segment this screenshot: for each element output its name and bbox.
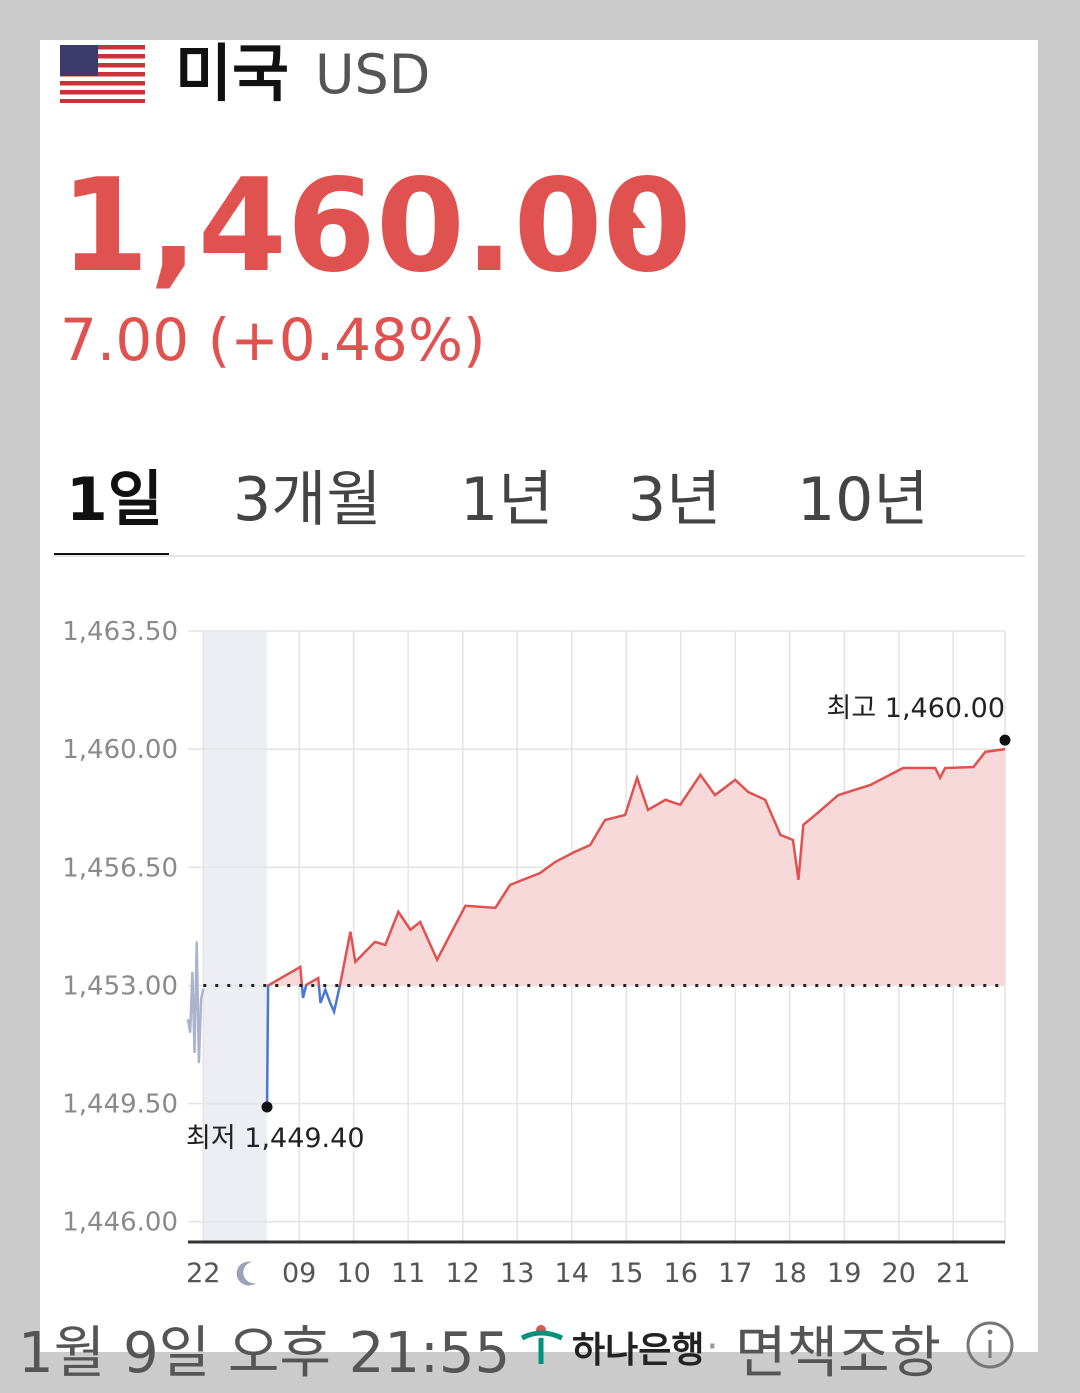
currency-code: USD <box>315 43 430 106</box>
x-tick-label: 21 <box>936 1258 970 1289</box>
high-point <box>999 734 1011 746</box>
price-change: 7.00 (+0.48%) <box>60 306 486 374</box>
x-tick-label: 17 <box>718 1258 752 1289</box>
x-tick-label: 15 <box>609 1258 643 1289</box>
x-tick-label: 20 <box>882 1258 916 1289</box>
x-tick-label: 18 <box>773 1258 807 1289</box>
x-tick-label: 10 <box>337 1258 371 1289</box>
period-tab[interactable]: 3개월 <box>233 465 382 535</box>
y-tick-label: 1,456.50 <box>62 853 178 883</box>
low-label: 최저 1,449.40 <box>186 1123 365 1154</box>
disclaimer-link[interactable]: 면책조항 <box>735 1321 941 1386</box>
timestamp: 1월 9일 오후 21:55 <box>18 1321 510 1386</box>
y-tick-label: 1,453.00 <box>62 971 178 1001</box>
period-tab[interactable]: 3년 <box>628 465 721 535</box>
area-fill <box>268 749 1005 986</box>
y-tick-label: 1,463.50 <box>62 617 178 647</box>
country-name: 미국 <box>175 37 289 110</box>
period-tab[interactable]: 10년 <box>797 465 929 535</box>
x-tick-label: 22 <box>186 1258 220 1289</box>
x-tick-label: 13 <box>500 1258 534 1289</box>
info-icon[interactable] <box>966 1321 1014 1369</box>
y-tick-label: 1,449.50 <box>62 1090 178 1120</box>
price: 1,460.00 <box>60 152 692 301</box>
separator: · <box>706 1324 719 1370</box>
y-tick-label: 1,460.00 <box>62 735 178 765</box>
x-tick-label: 12 <box>446 1258 480 1289</box>
y-tick-label: 1,446.00 <box>62 1208 178 1238</box>
low-point <box>261 1101 273 1113</box>
x-tick-label: 14 <box>555 1258 589 1289</box>
bank-name: 하나은행 <box>572 1330 704 1371</box>
night-icon <box>236 1261 256 1286</box>
chart: 1,463.50 1,460.00 1,456.50 1,453.00 1,449.50… <box>62 617 1011 1289</box>
line-above-baseline <box>266 747 1006 986</box>
bank-logo <box>520 1325 564 1364</box>
line <box>186 941 205 1064</box>
us-flag <box>60 45 145 103</box>
period-tab[interactable]: 1일 <box>66 465 163 535</box>
line-below-baseline <box>265 985 342 1107</box>
period-tab[interactable]: 1년 <box>460 465 553 535</box>
x-tick-label: 16 <box>664 1258 698 1289</box>
up-arrow <box>622 212 646 228</box>
period-tabs: 1일 3개월 1년 3년 10년 <box>54 465 929 557</box>
x-tick-label: 19 <box>827 1258 861 1289</box>
x-tick-label: 11 <box>391 1258 425 1289</box>
high-label: 최고 1,460.00 <box>827 693 1006 724</box>
night-band <box>203 631 268 1242</box>
x-tick-label: 09 <box>282 1258 316 1289</box>
